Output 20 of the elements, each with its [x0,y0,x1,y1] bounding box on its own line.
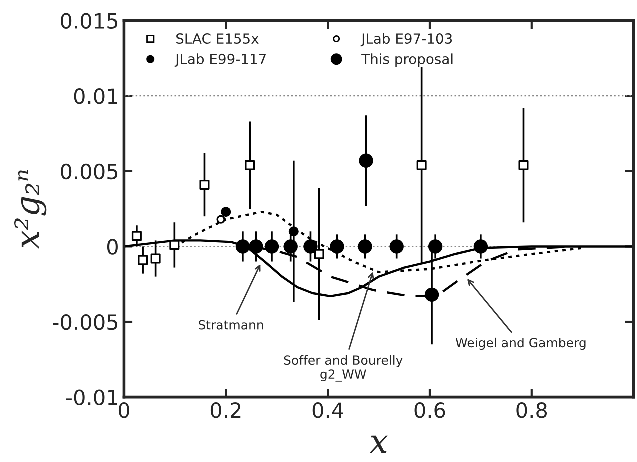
y-tick-label: 0 [107,239,118,255]
x-tick-label: 0 [118,402,130,418]
y-tick-label: 0.015 [61,13,118,29]
x-tick-label: 0.2 [210,402,241,418]
y-axis-title: x²g₂ⁿ [14,170,47,250]
annotation: Weigel and Gamberg [456,338,586,350]
y-tick-label: 0.005 [61,164,118,180]
y-tick-label: 0.01 [74,88,118,104]
legend-label: SLAC E155x [176,34,259,44]
y-tick-label: -0.005 [53,314,118,330]
y-tick-label: -0.01 [66,390,118,406]
x-tick-label: 0.8 [516,402,548,418]
legend-label: This proposal [362,54,453,68]
x-tick-label: 0.4 [312,402,344,418]
x-axis-title: x [370,436,388,454]
legend-label: JLab E99-117 [174,54,266,68]
annotation: Soffer and Bourelly g2_WW [284,355,403,382]
x-tick-label: 0.6 [414,402,446,418]
legend-label: JLab E97-103 [360,33,452,47]
annotation: Stratmann [198,320,264,330]
